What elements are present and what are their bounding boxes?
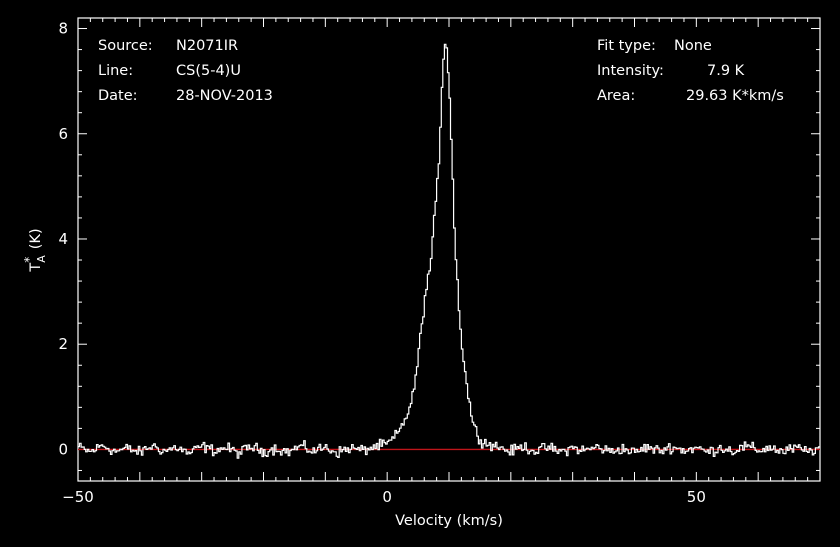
axis-ticks: −50 0 50 0 2 4 6 8	[58, 18, 821, 506]
x-tick-label: 0	[382, 488, 392, 506]
y-axis-label-sub: A	[35, 255, 48, 263]
x-tick-label: 50	[687, 488, 706, 506]
y-tick-label: 6	[58, 125, 68, 143]
svg-text:T*A(K): T*A (K)	[22, 228, 48, 272]
line-label: Line:	[98, 63, 133, 79]
intensity-value: 7.9 K	[707, 63, 745, 79]
y-axis-label-sup: *	[22, 257, 36, 263]
x-tick-label: −50	[62, 488, 94, 506]
spectrum-line	[78, 43, 820, 459]
source-value: N2071IR	[176, 38, 238, 54]
source-label: Source:	[98, 38, 153, 54]
fit-type-value: None	[674, 38, 712, 54]
line-value: CS(5-4)U	[176, 63, 241, 79]
y-axis-label-unit: (K)	[28, 228, 44, 249]
area-label: Area:	[597, 88, 635, 104]
intensity-label: Intensity:	[597, 63, 664, 79]
y-axis-label: T*A (K)	[22, 228, 48, 272]
x-axis-label: Velocity (km/s)	[395, 513, 503, 529]
date-value: 28-NOV-2013	[176, 88, 273, 104]
area-value: 29.63 K*km/s	[686, 88, 784, 104]
fit-type-label: Fit type:	[597, 38, 656, 54]
y-tick-label: 8	[58, 20, 68, 38]
y-axis-label-main: T	[28, 263, 44, 273]
y-tick-label: 0	[58, 440, 68, 458]
y-tick-label: 4	[58, 230, 68, 248]
y-tick-label: 2	[58, 335, 68, 353]
date-label: Date:	[98, 88, 138, 104]
